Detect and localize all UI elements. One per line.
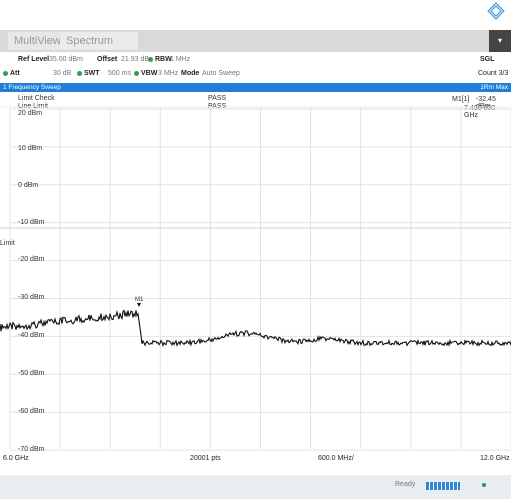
offset-value: 21.93 dB bbox=[121, 56, 150, 63]
top-bar bbox=[0, 0, 511, 30]
status-dot-icon bbox=[148, 56, 153, 62]
att-value: 30 dB bbox=[53, 70, 72, 77]
tab-bar: MultiView ✕ Spectrum bbox=[0, 30, 511, 52]
vbw-indicator: VBW bbox=[134, 67, 157, 81]
y-label-minus-20dbm: -20 dBm bbox=[18, 256, 45, 263]
y-label-minus-50dbm: -50 dBm bbox=[18, 370, 45, 377]
marker-tag: M1 bbox=[135, 297, 144, 303]
rbw-value: 1 MHz bbox=[170, 56, 191, 63]
rbw-label: RBW bbox=[155, 56, 172, 63]
y-label-0dbm: 0 dBm bbox=[18, 182, 39, 189]
status-dot-icon bbox=[77, 70, 82, 76]
y-label-minus-70dbm: -70 dBm bbox=[18, 446, 45, 453]
sgl-label: SGL bbox=[480, 56, 495, 63]
ref-level-label: Ref Level bbox=[18, 56, 50, 63]
vbw-value: 3 MHz bbox=[158, 70, 179, 77]
limit-check-label: Limit Check bbox=[18, 95, 55, 102]
y-label-10dbm: 10 dBm bbox=[18, 145, 43, 152]
trace-label: 1Rm Max bbox=[480, 84, 508, 91]
y-label-minus-30dbm: -30 dBm bbox=[18, 294, 45, 301]
status-dot-icon bbox=[134, 70, 139, 76]
points-label: 20001 pts bbox=[190, 455, 221, 462]
x-start-label: 6.0 GHz bbox=[3, 455, 29, 462]
y-label-20dbm: 20 dBm bbox=[18, 110, 43, 117]
marker-label: M1[1] bbox=[452, 96, 470, 103]
spectrum-trace bbox=[0, 309, 511, 348]
span-label: 600.0 MHz/ bbox=[318, 455, 354, 462]
offset-label: Offset bbox=[97, 56, 118, 63]
att-indicator: Att bbox=[3, 67, 20, 81]
marker-arrow-icon bbox=[137, 303, 141, 307]
y-label-minus-60dbm: -60 dBm bbox=[18, 408, 45, 415]
chevron-down-icon[interactable]: ▾ bbox=[489, 30, 511, 52]
swt-indicator: SWT bbox=[77, 67, 100, 81]
mode-value: Auto Sweep bbox=[202, 70, 240, 77]
y-label-minus-10dbm: -10 dBm bbox=[18, 219, 45, 226]
limit-text: Limit bbox=[0, 240, 15, 247]
plot-grid bbox=[0, 107, 511, 451]
vbw-label: VBW bbox=[141, 70, 158, 77]
limit-check-value: PASS bbox=[208, 95, 227, 102]
status-bar: Ready bbox=[0, 475, 511, 499]
status-dot-icon bbox=[3, 70, 8, 76]
att-label: Att bbox=[10, 70, 20, 77]
mode-label: Mode bbox=[181, 70, 200, 77]
y-label-minus-40dbm: -40 dBm bbox=[18, 332, 45, 339]
sweep-title-bar: 1 Frequency Sweep 1Rm Max bbox=[0, 83, 511, 92]
sweep-title: 1 Frequency Sweep bbox=[3, 84, 61, 91]
tab-spectrum[interactable]: Spectrum bbox=[60, 32, 138, 50]
rbw-indicator: RBW bbox=[148, 53, 172, 67]
ref-level-value: 35.00 dBm bbox=[49, 56, 83, 63]
swt-value: 500 ms bbox=[108, 70, 131, 77]
tab-multiview[interactable]: MultiView bbox=[8, 32, 67, 50]
brand-logo-icon bbox=[487, 2, 505, 20]
network-icon bbox=[482, 483, 486, 487]
x-stop-label: 12.0 GHz bbox=[480, 455, 510, 462]
swt-label: SWT bbox=[84, 70, 100, 77]
progress-bar bbox=[426, 482, 460, 490]
ready-status: Ready bbox=[395, 481, 416, 488]
count-text: Count 3/3 bbox=[478, 70, 509, 77]
spectrum-plot[interactable]: M1 Limit bbox=[0, 93, 511, 453]
